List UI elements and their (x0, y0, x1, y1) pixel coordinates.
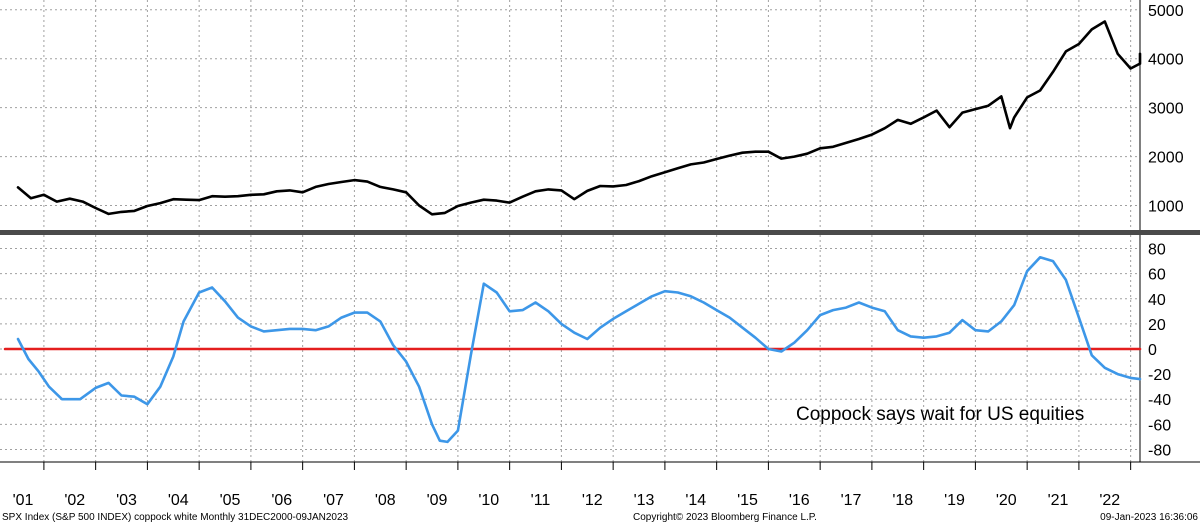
coppock-panel (3, 255, 1142, 444)
panel-divider (0, 230, 1200, 235)
y-tick-labels: 1000 2000 3000 4000 5000 -80 -60 -40 -20 0 20 40 60 8… (1148, 3, 1184, 460)
footer-series-info: SPX Index (S&P 500 INDEX) coppock white … (2, 512, 349, 523)
x-tick-label: '04 (168, 492, 189, 509)
x-tick-label: '12 (582, 492, 603, 509)
price-panel (16, 20, 1142, 216)
x-tick-label: '13 (634, 492, 655, 509)
x-tick-label: '07 (323, 492, 344, 509)
x-tick-label: '18 (892, 492, 913, 509)
footer-timestamp: 09-Jan-2023 16:36:06 (1100, 512, 1198, 523)
x-tick-label: '14 (685, 492, 706, 509)
y-tick-label-coppock: 40 (1148, 292, 1166, 309)
x-tick-label: '10 (478, 492, 499, 509)
y-tick-label-coppock: 0 (1148, 342, 1157, 359)
x-tick-label: '21 (1048, 492, 1069, 509)
price-series-line (16, 20, 1142, 216)
coppock-series-line (16, 255, 1142, 444)
x-tick-label: '11 (531, 492, 551, 509)
x-tick-label: '17 (841, 492, 862, 509)
x-tick-label: '06 (271, 492, 292, 509)
x-tick-label: '03 (116, 492, 137, 509)
frame-layer (0, 0, 1200, 470)
y-tick-label-price: 2000 (1148, 150, 1184, 167)
y-tick-label-coppock: -40 (1148, 392, 1171, 409)
y-tick-label-coppock: -80 (1148, 442, 1171, 459)
y-tick-label-price: 1000 (1148, 199, 1184, 216)
y-tick-label-coppock: 80 (1148, 242, 1166, 259)
y-tick-label-coppock: 60 (1148, 267, 1166, 284)
y-tick-label-price: 5000 (1148, 3, 1184, 20)
x-tick-label: '19 (944, 492, 965, 509)
x-tick-label: '05 (220, 492, 241, 509)
x-tick-label: '01 (13, 492, 34, 509)
y-tick-label-price: 4000 (1148, 52, 1184, 69)
y-tick-label-coppock: -20 (1148, 367, 1171, 384)
x-tick-label: '20 (996, 492, 1017, 509)
x-tick-label: '02 (64, 492, 85, 509)
x-tick-label: '09 (427, 492, 448, 509)
footer-copyright: Copyright© 2023 Bloomberg Finance L.P. (633, 512, 817, 523)
y-tick-label-coppock: -60 (1148, 417, 1171, 434)
x-tick-label: '15 (737, 492, 758, 509)
x-tick-label: '22 (1099, 492, 1120, 509)
x-tick-label: '08 (375, 492, 396, 509)
coppock-annotation: Coppock says wait for US equities (796, 404, 1084, 425)
y-tick-label-price: 3000 (1148, 101, 1184, 118)
x-tick-labels: '01 '02 '03 '04 '05 '06 '07 '08 '09 '10 '11 '12 '13 '… (13, 492, 1121, 509)
x-tick-label: '16 (789, 492, 810, 509)
y-tick-label-coppock: 20 (1148, 317, 1166, 334)
